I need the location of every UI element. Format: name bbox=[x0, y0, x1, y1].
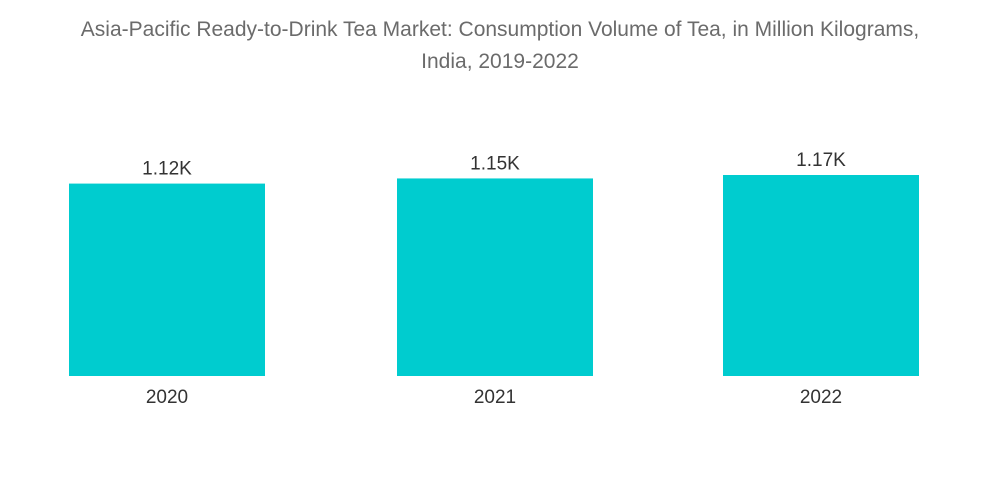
value-label-2021: 1.15K bbox=[470, 153, 520, 174]
chart-title-line-1: Asia-Pacific Ready-to-Drink Tea Market: … bbox=[80, 18, 920, 41]
bar-2020 bbox=[69, 183, 265, 376]
bar-2021 bbox=[397, 178, 593, 376]
value-label-2020: 1.12K bbox=[142, 159, 192, 180]
x-tick-label-2021: 2021 bbox=[474, 387, 516, 408]
chart-title: Asia-Pacific Ready-to-Drink Tea Market: … bbox=[0, 14, 1000, 78]
x-tick-label-2020: 2020 bbox=[146, 387, 188, 408]
bar-2022 bbox=[723, 175, 919, 376]
x-tick-label-2022: 2022 bbox=[800, 387, 842, 408]
chart-title-line-2: India, 2019-2022 bbox=[421, 50, 579, 73]
value-label-2022: 1.17K bbox=[796, 150, 846, 171]
